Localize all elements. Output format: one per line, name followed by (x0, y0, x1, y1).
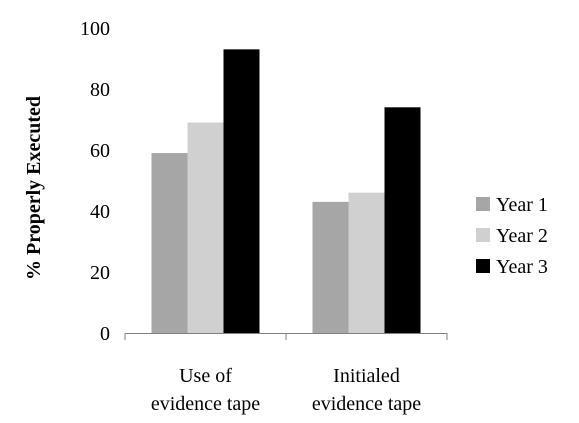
bar-year-1 (312, 201, 349, 333)
x-category-label: evidence tape (151, 393, 260, 415)
legend-swatch (476, 259, 490, 273)
y-tick-label: 20 (90, 262, 110, 284)
y-tick-label: 40 (90, 201, 110, 223)
bar-year-1 (151, 153, 188, 333)
legend-swatch (476, 197, 490, 211)
y-tick-label: 80 (90, 79, 110, 101)
x-category-label: Initialed (333, 365, 400, 387)
bar-year-2 (348, 192, 385, 333)
legend: Year 1 Year 2 Year 3 (476, 194, 548, 278)
legend-swatch (476, 228, 490, 242)
x-category-label: Use of (179, 365, 232, 387)
legend-label: Year 1 (496, 194, 548, 216)
y-tick-label: 100 (80, 18, 110, 40)
x-category-label: evidence tape (312, 393, 421, 415)
x-axis-ticks (124, 333, 448, 340)
category-labels: Use of evidence tape Initialed evidence tap… (151, 365, 421, 415)
legend-label: Year 2 (496, 225, 548, 247)
y-tick-label: 0 (100, 323, 110, 345)
y-tick-label: 60 (90, 140, 110, 162)
bar-year-2 (187, 122, 224, 333)
bar-groups (151, 49, 421, 333)
bar-year-3 (384, 107, 421, 333)
y-axis-label: % Properly Executed (23, 96, 45, 280)
y-axis: 0 20 40 60 80 100 (80, 18, 110, 345)
bar-year-3 (223, 49, 260, 333)
legend-label: Year 3 (496, 256, 548, 278)
